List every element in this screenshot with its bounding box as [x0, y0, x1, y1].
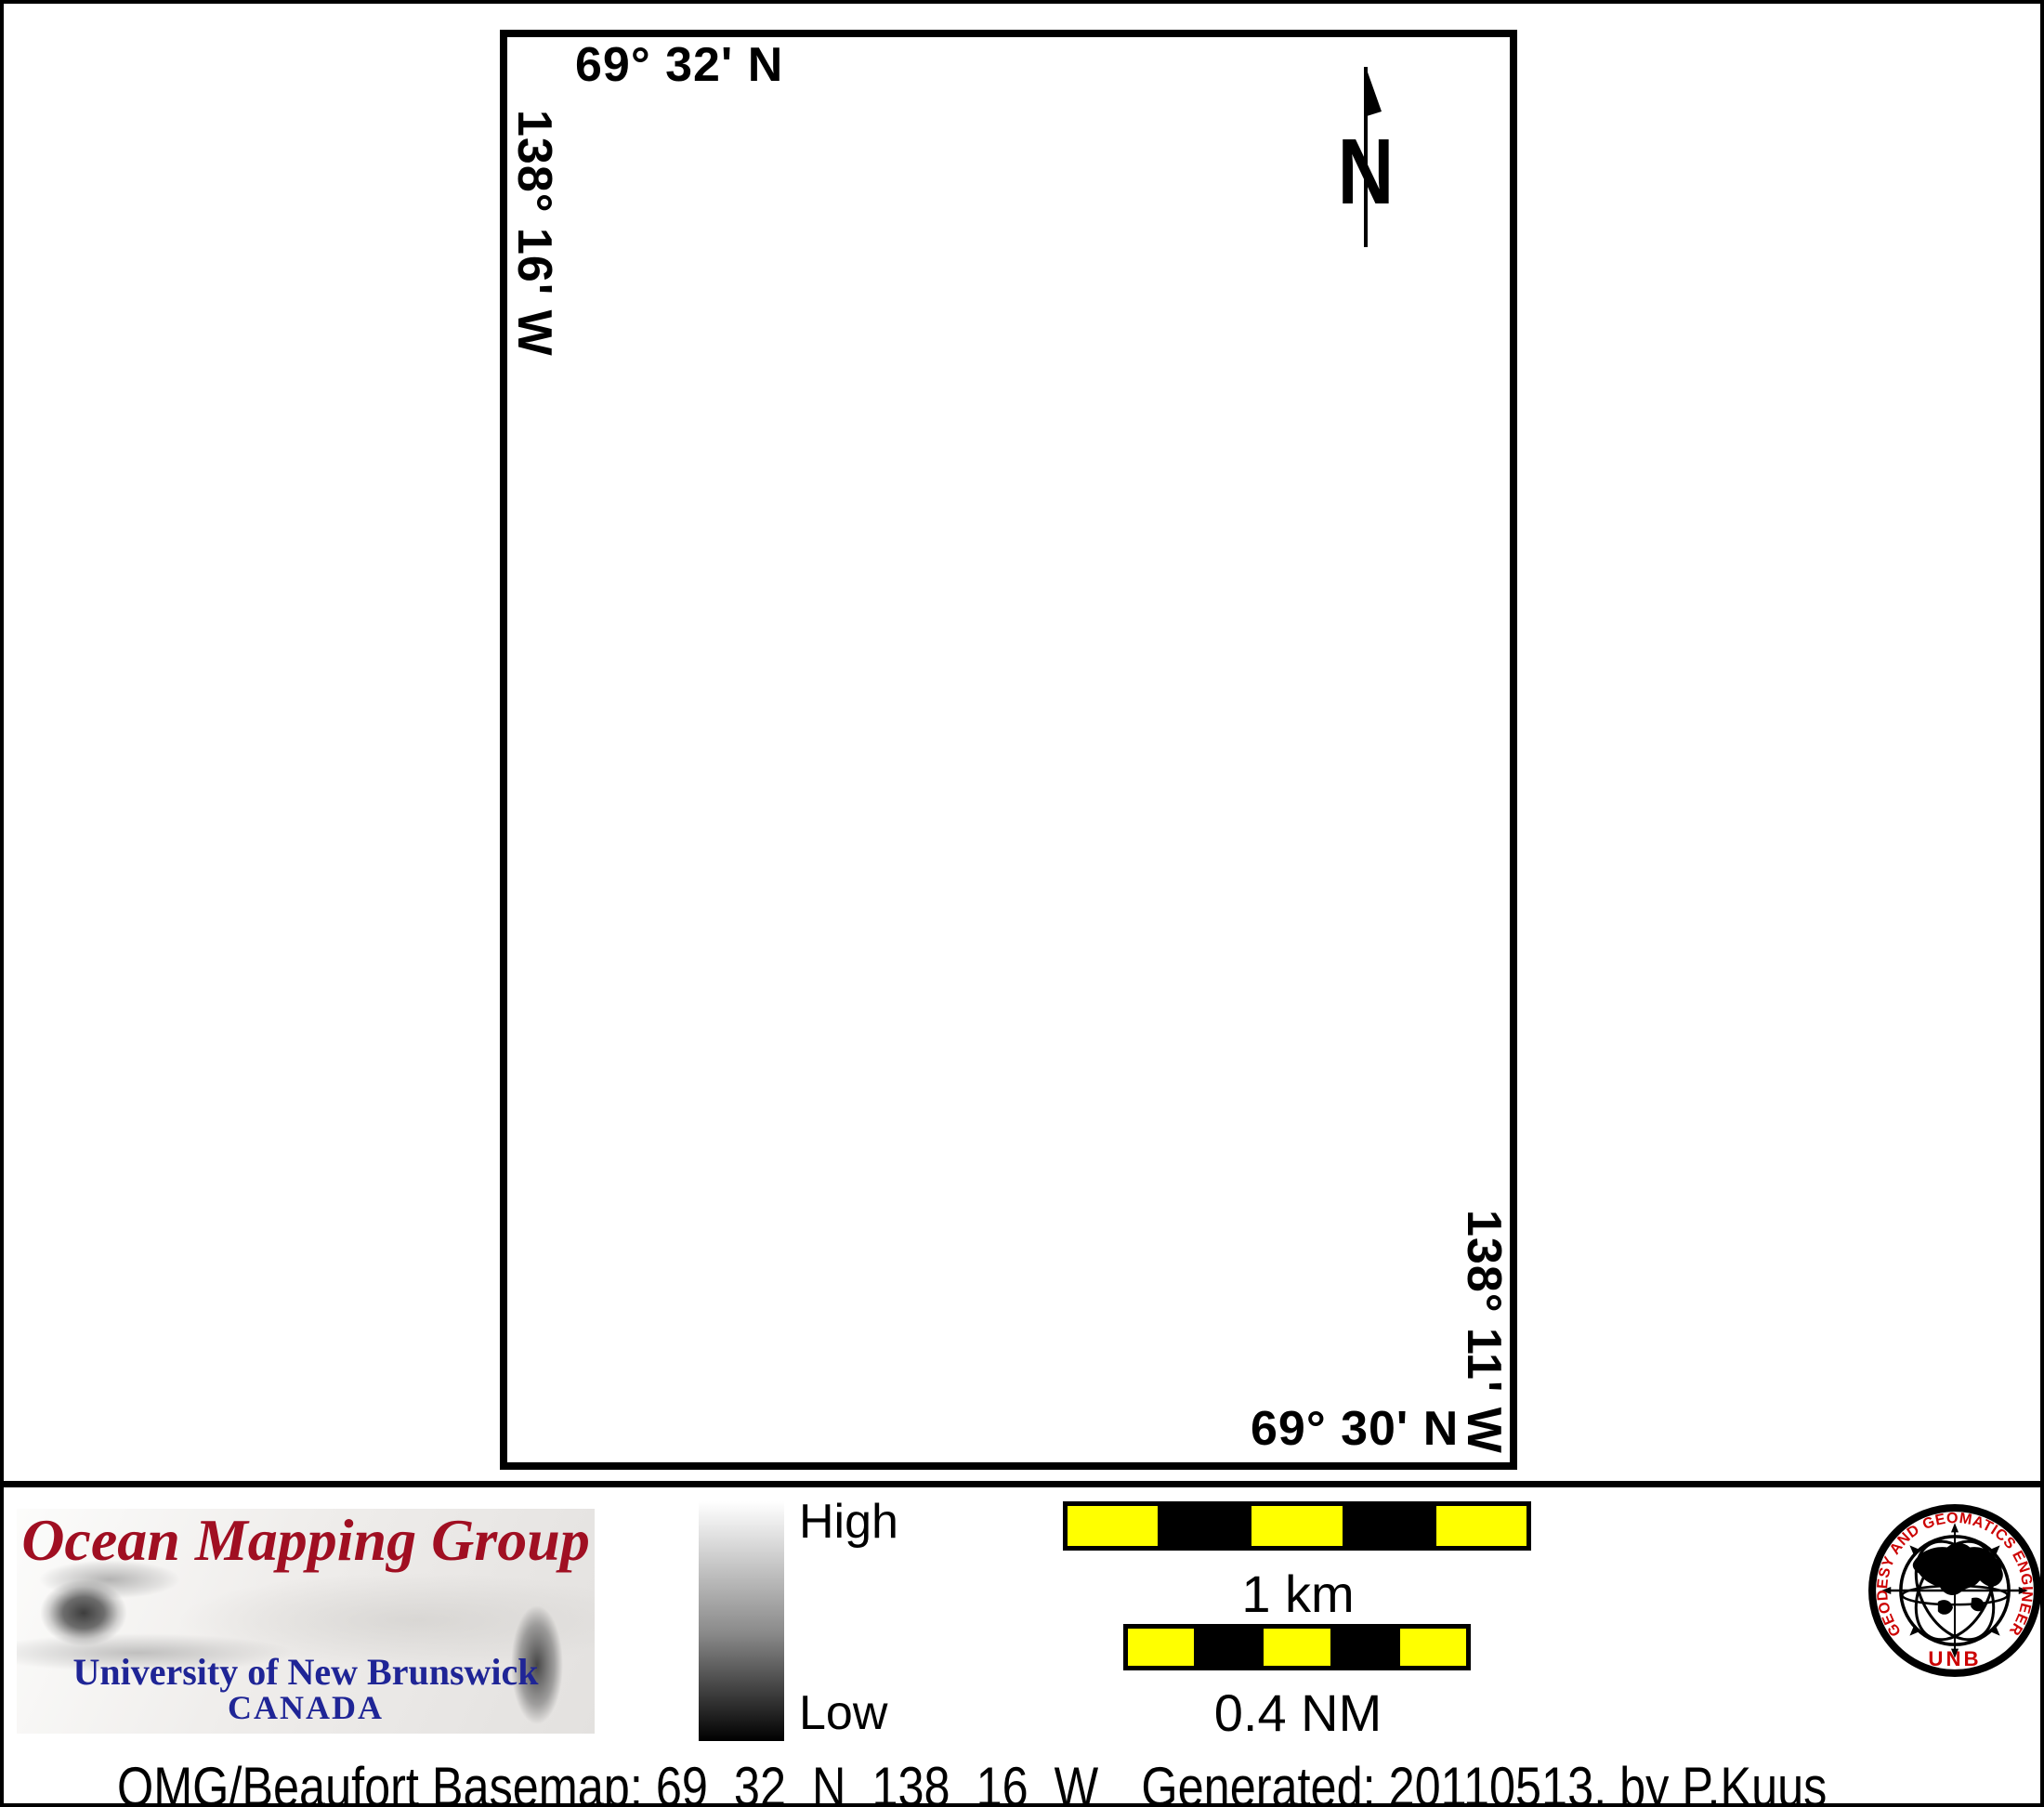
longitude-label-right: 138° 11' W [1457, 1210, 1511, 1454]
scale-bar-km-label: 1 km [1241, 1565, 1355, 1623]
unb-geodesy-seal: GEODESY AND GEOMATICS ENGINEERING UNB [1868, 1504, 2040, 1677]
basemap-name-text: OMG/Beaufort Basemap: 69_32_N_138_16_W [117, 1756, 1099, 1807]
scale-bar-nm-label: 0.4 NM [1213, 1683, 1382, 1742]
colorbar-high-label: High [799, 1495, 898, 1549]
omg-logo-country: CANADA [228, 1689, 384, 1726]
omg-logo-title: Ocean Mapping Group [21, 1507, 590, 1573]
latitude-label-bottom: 69° 30' N [1251, 1402, 1460, 1456]
seal-globe-arrows [1881, 1523, 2028, 1658]
scale-bar-km [1063, 1501, 1531, 1551]
map-frame [500, 30, 1517, 1470]
scale-bar-segment [1397, 1627, 1469, 1668]
north-label: N [1338, 119, 1395, 224]
scale-bar-segment [1250, 1504, 1344, 1548]
seal-continents [1912, 1542, 2003, 1615]
omg-logo-institution: University of New Brunswick [72, 1651, 539, 1693]
ocean-mapping-group-logo: Ocean Mapping Group University of New Br… [17, 1509, 595, 1734]
scale-bar-segment [1066, 1504, 1160, 1548]
footer-caption: OMG/Beaufort Basemap: 69_32_N_138_16_W G… [117, 1756, 1828, 1807]
scale-bar-segment [1331, 1627, 1398, 1668]
scale-bar-segment [1343, 1504, 1435, 1548]
scale-bar-segment [1126, 1627, 1197, 1668]
scale-bar-segment [1262, 1627, 1332, 1668]
longitude-label-left: 138° 16' W [507, 110, 561, 357]
latitude-label-top: 69° 32' N [575, 38, 784, 92]
scale-bar-segment [1160, 1504, 1251, 1548]
north-arrow-pennant [1366, 67, 1382, 116]
seal-acronym: UNB [1928, 1647, 1981, 1670]
scale-bar-segment [1196, 1627, 1263, 1668]
scale-bar-segment [1434, 1504, 1529, 1548]
generated-by-text: Generated: 20110513, by P.Kuus [1141, 1756, 1828, 1807]
footer-divider [4, 1481, 2040, 1487]
colorbar-low-label: Low [799, 1686, 888, 1740]
scale-bar-nm [1123, 1624, 1471, 1670]
depth-colorbar-gradient [699, 1501, 784, 1741]
north-arrow-icon: N [1338, 67, 1395, 247]
